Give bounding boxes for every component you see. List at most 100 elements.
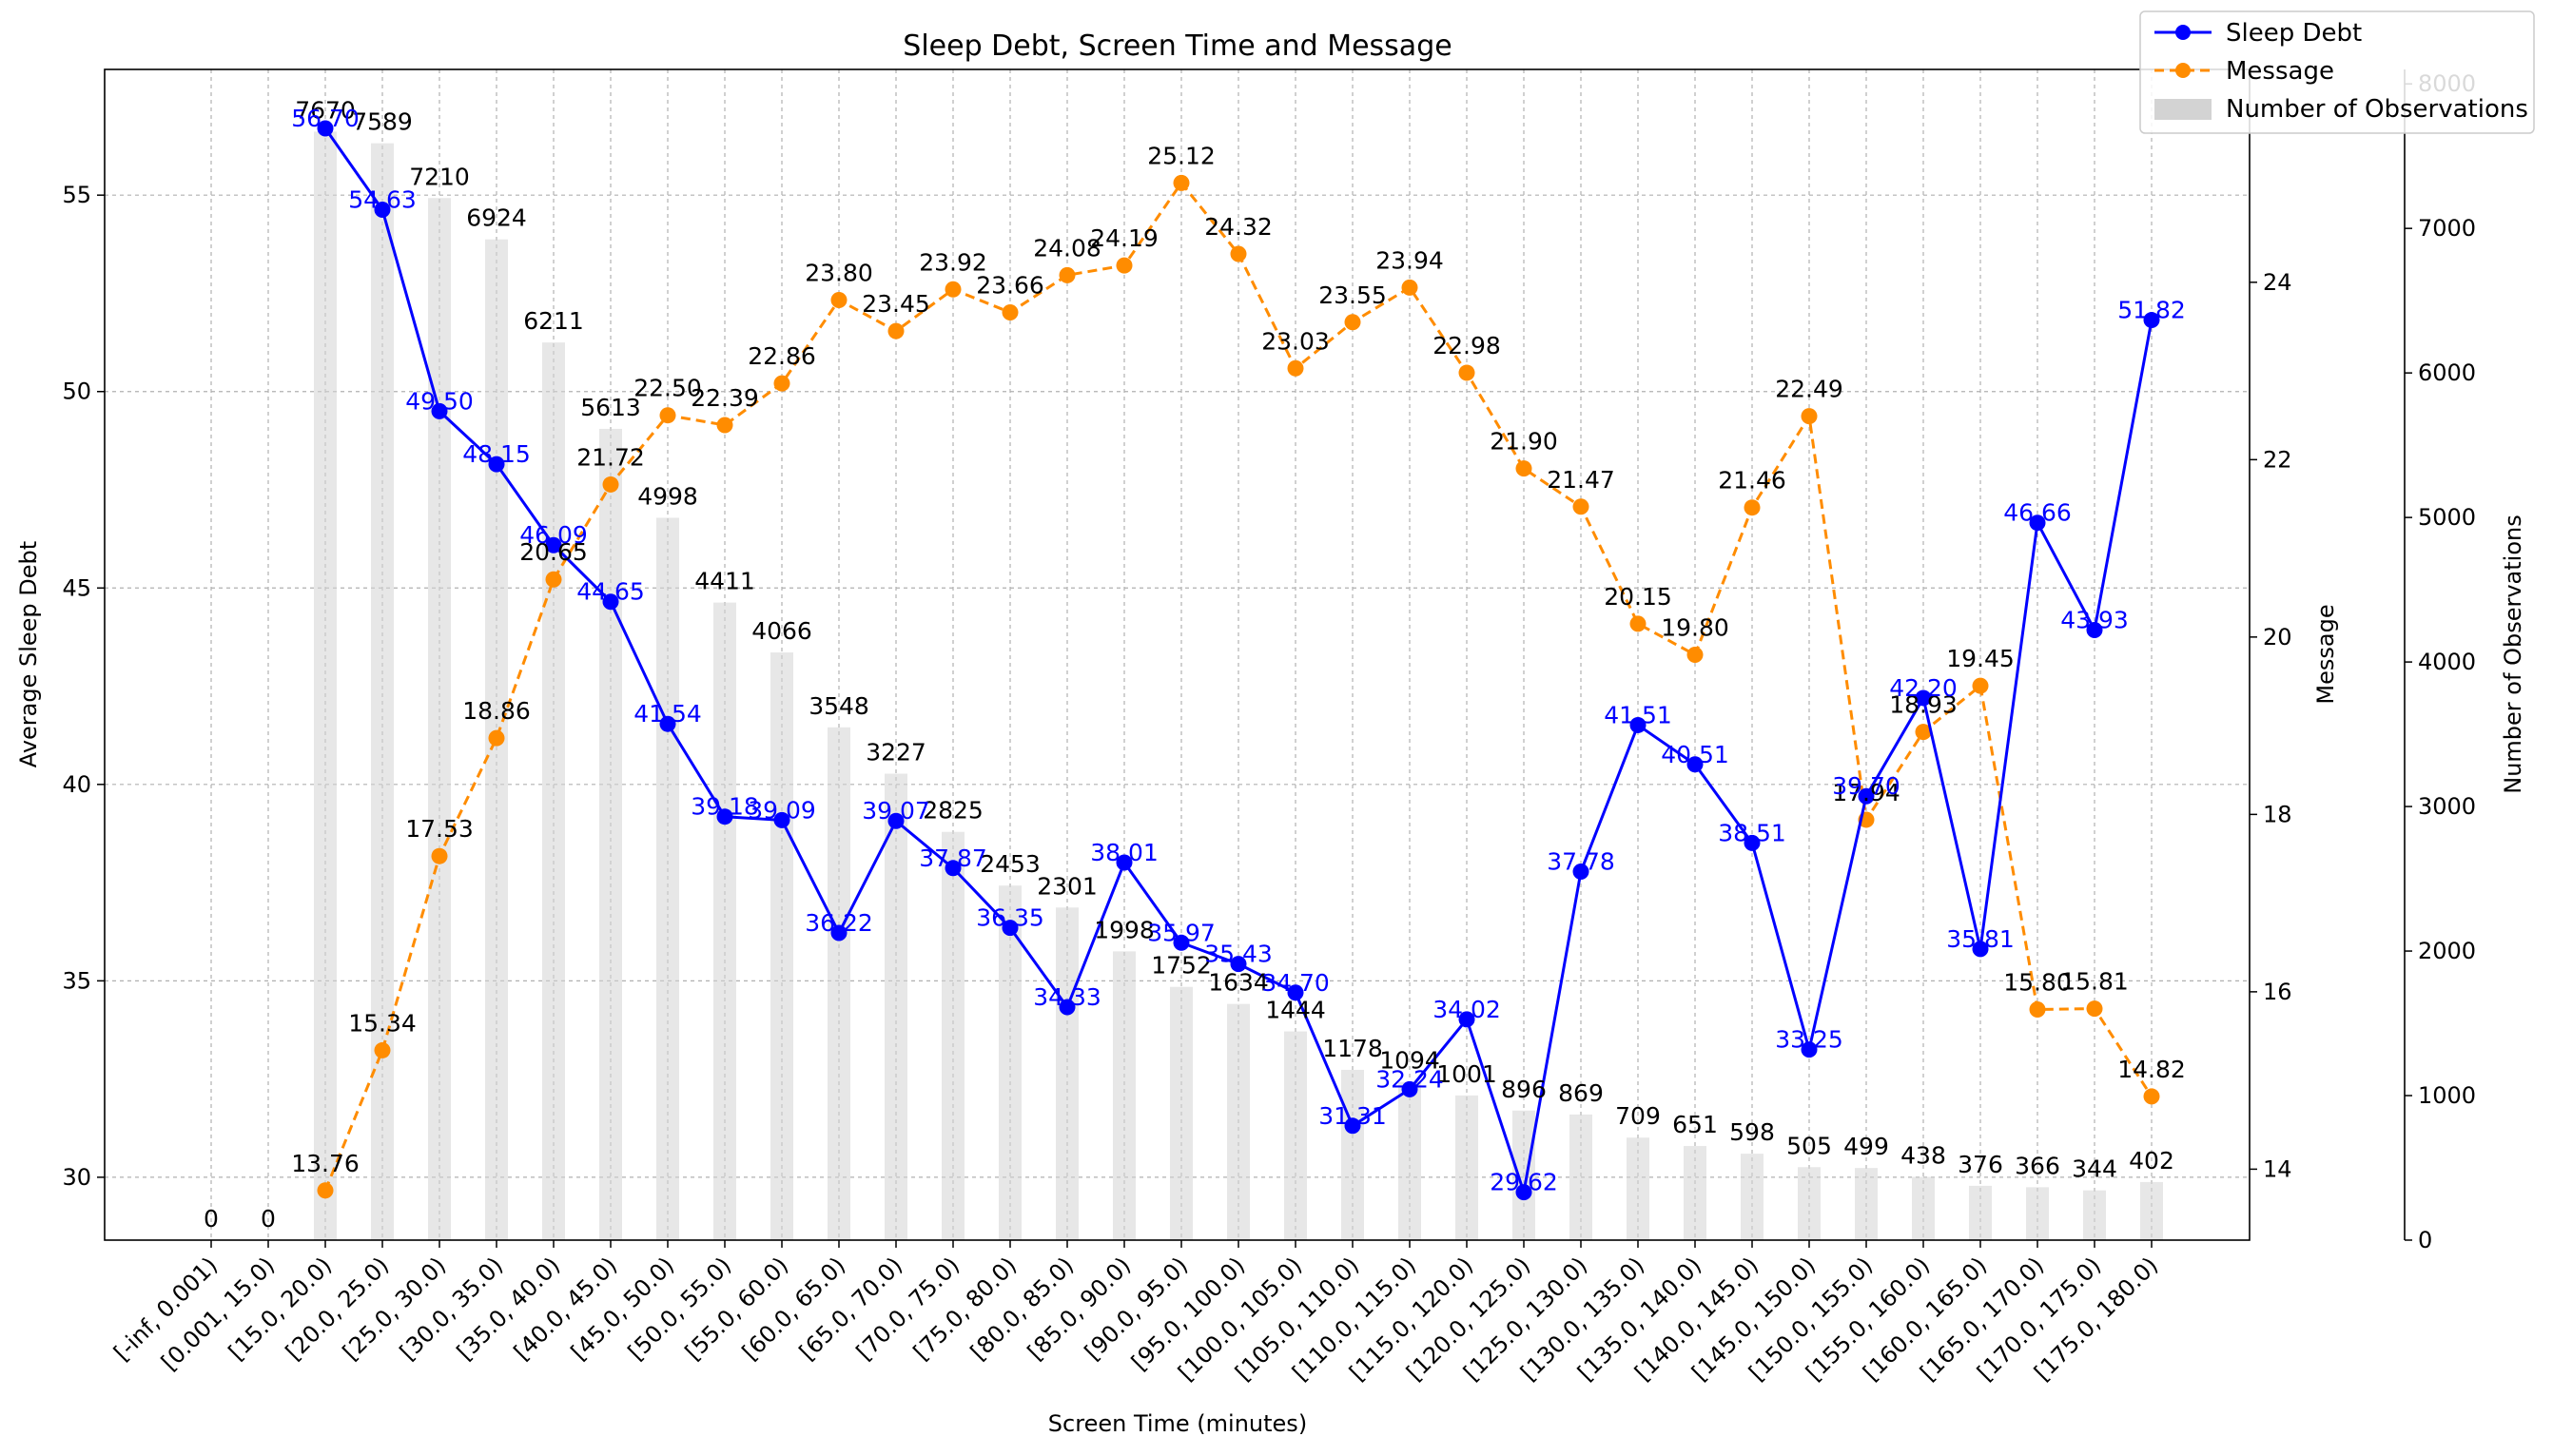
y-right2-tick-label: 0: [2418, 1227, 2432, 1253]
point-message: [1401, 279, 1418, 296]
y-axis-left-label: Average Sleep Debt: [15, 541, 42, 767]
point-message: [1515, 460, 1532, 477]
legend-box: [2139, 10, 2535, 134]
y-right2-tick-label: 5000: [2418, 504, 2476, 531]
legend-sleep-label: Sleep Debt: [2226, 19, 2362, 48]
label-observations: 651: [1672, 1111, 1718, 1138]
label-sleep-debt: 38.01: [1090, 839, 1159, 866]
label-sleep-debt: 39.07: [862, 797, 930, 825]
point-message: [716, 417, 733, 434]
bar-observations: [1227, 1003, 1250, 1240]
label-observations: 2825: [923, 797, 984, 825]
bar-observations: [1056, 907, 1079, 1240]
bar-observations: [1398, 1081, 1421, 1240]
label-observations: 869: [1558, 1079, 1604, 1107]
label-sleep-debt: 46.09: [519, 521, 588, 549]
label-sleep-debt: 49.50: [405, 387, 474, 415]
bar-observations: [314, 131, 337, 1241]
bar-observations: [2083, 1190, 2106, 1240]
label-message: 17.53: [405, 815, 474, 843]
point-sleep-debt: [1002, 920, 1019, 937]
label-message: 18.93: [1889, 691, 1958, 719]
point-message: [431, 847, 448, 864]
label-observations: 402: [2129, 1147, 2174, 1175]
point-sleep-debt: [1629, 716, 1647, 733]
label-observations: 438: [1900, 1141, 1946, 1169]
point-sleep-debt: [545, 536, 562, 553]
label-observations: 5613: [580, 394, 641, 421]
label-sleep-debt: 40.51: [1661, 741, 1729, 768]
point-sleep-debt: [1116, 854, 1133, 871]
point-message: [2086, 1000, 2103, 1018]
point-message: [773, 375, 790, 392]
point-sleep-debt: [887, 812, 905, 829]
point-message: [1572, 498, 1589, 515]
chart-title: Sleep Debt, Screen Time and Message: [903, 29, 1452, 63]
label-message: 24.19: [1090, 224, 1159, 252]
point-sleep-debt: [1458, 1011, 1475, 1028]
label-sleep-debt: 48.15: [462, 440, 531, 468]
point-message: [887, 322, 905, 340]
label-sleep-debt: 46.66: [2003, 499, 2072, 527]
bar-observations: [1569, 1114, 1592, 1240]
label-observations: 2453: [980, 850, 1041, 878]
label-observations: 598: [1729, 1118, 1775, 1146]
bar-observations: [1912, 1176, 1935, 1240]
point-sleep-debt: [945, 860, 962, 877]
point-message: [1744, 499, 1761, 516]
bar-observations: [1684, 1146, 1706, 1240]
label-message: 22.39: [691, 384, 759, 412]
point-message: [374, 1041, 391, 1058]
point-sleep-debt: [659, 715, 676, 732]
point-message: [1972, 677, 1989, 694]
y-right2-tick-label: 6000: [2418, 359, 2476, 386]
point-message: [1230, 245, 1247, 262]
label-sleep-debt: 37.87: [919, 844, 987, 872]
bar-observations: [428, 198, 451, 1240]
point-sleep-debt: [1173, 934, 1190, 951]
plot-frame: [104, 68, 2251, 1241]
point-sleep-debt: [2143, 312, 2160, 329]
bar-observations: [2140, 1181, 2163, 1240]
label-message: 24.08: [1033, 234, 1101, 262]
point-message: [1686, 647, 1704, 663]
label-message: 23.80: [805, 259, 873, 286]
label-observations: 6924: [466, 204, 527, 232]
label-observations: 1444: [1265, 997, 1326, 1024]
bar-observations: [1855, 1168, 1878, 1240]
point-message: [1116, 257, 1133, 274]
label-message: 21.72: [576, 443, 645, 471]
label-sleep-debt: 36.35: [976, 904, 1044, 932]
bar-observations: [2026, 1187, 2049, 1240]
label-sleep-debt: 51.82: [2117, 297, 2186, 324]
bar-observations: [1627, 1137, 1649, 1240]
label-message: 20.65: [519, 538, 588, 566]
point-message: [1059, 266, 1076, 283]
label-observations: 366: [2015, 1152, 2060, 1179]
point-message: [1915, 724, 1932, 741]
point-sleep-debt: [1801, 1041, 1818, 1058]
point-sleep-debt: [374, 201, 391, 218]
bar-observations: [371, 143, 394, 1240]
bar-observations: [1113, 951, 1136, 1240]
label-sleep-debt: 35.43: [1204, 941, 1273, 968]
label-observations: 3227: [866, 739, 926, 767]
point-sleep-debt: [431, 402, 448, 419]
point-sleep-debt: [773, 811, 790, 828]
label-sleep-debt: 43.93: [2060, 606, 2129, 633]
bar-observations: [542, 342, 565, 1240]
y-right2-tick-label: 4000: [2418, 649, 2476, 675]
label-sleep-debt: 34.70: [1261, 969, 1330, 997]
label-observations: 7670: [295, 96, 356, 124]
legend[interactable]: Sleep Debt Message Number of Observation…: [2139, 10, 2535, 134]
bar-observations: [999, 885, 1022, 1240]
y-left-tick-label: 35: [62, 967, 91, 994]
label-message: 14.82: [2117, 1056, 2186, 1083]
label-message: 18.86: [462, 697, 531, 725]
y-axis-right1-label: Message: [2312, 604, 2339, 704]
series-sleep-debt: [317, 120, 2160, 1201]
y-right1-tick-label: 24: [2263, 269, 2292, 296]
